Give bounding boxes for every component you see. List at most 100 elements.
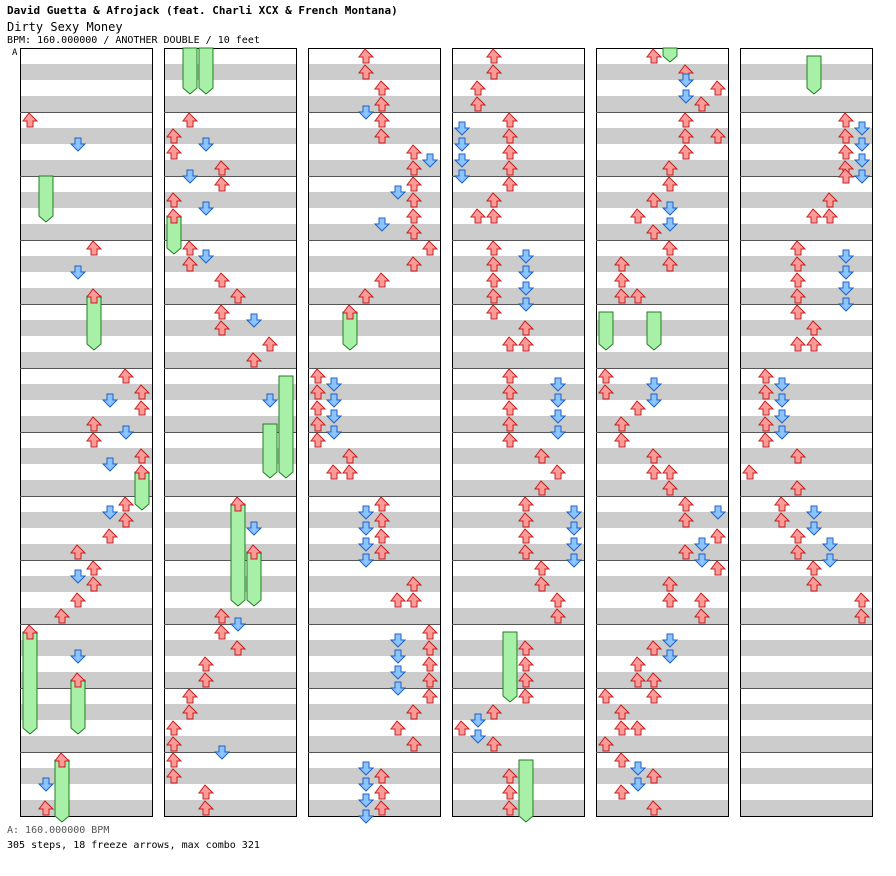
step-arrow-red [454,720,470,736]
freeze-arrow [662,47,678,63]
step-arrow-red [678,496,694,512]
step-arrow-red [198,784,214,800]
step-arrow-red [486,272,502,288]
step-arrow-red [486,304,502,320]
step-arrow-red [502,336,518,352]
freeze-arrow [38,175,54,223]
step-arrow-red [646,464,662,480]
freeze-arrow [598,311,614,351]
step-arrow-red [598,368,614,384]
step-arrow-red [502,784,518,800]
step-arrow-red [662,464,678,480]
step-arrow-red [214,304,230,320]
step-arrow-red [422,624,438,640]
freeze-arrow [518,759,534,823]
step-arrow-red [310,432,326,448]
step-arrow-red [742,464,758,480]
step-arrow-red [166,752,182,768]
freeze-arrow [86,295,102,351]
freeze-arrow [22,631,38,735]
step-arrow-red [22,112,38,128]
step-arrow-red [518,656,534,672]
step-arrow-red [630,656,646,672]
step-arrow-red [374,272,390,288]
step-arrow-red [406,208,422,224]
step-arrow-red [502,432,518,448]
step-arrow-red [182,688,198,704]
step-arrow-red [838,144,854,160]
step-arrow-red [518,528,534,544]
step-arrow-red [470,80,486,96]
step-arrow-red [102,528,118,544]
footer-bpm: A: 160.000000 BPM [7,825,110,836]
step-arrow-red [662,176,678,192]
step-arrow-red [550,464,566,480]
step-arrow-red [598,688,614,704]
step-arrow-red [614,720,630,736]
step-arrow-red [166,144,182,160]
step-arrow-red [806,208,822,224]
step-arrow-red [502,400,518,416]
step-arrow-red [406,176,422,192]
chart-meta: BPM: 160.000000 / ANOTHER DOUBLE / 10 fe… [7,35,260,46]
step-arrow-red [422,656,438,672]
step-arrow-red [214,176,230,192]
step-arrow-red [646,688,662,704]
freeze-arrow [54,759,70,823]
step-arrow-red [838,112,854,128]
step-arrow-red [694,592,710,608]
step-arrow-red [86,432,102,448]
chart-column-2 [164,48,297,817]
step-arrow-red [758,400,774,416]
step-arrow-red [806,560,822,576]
step-arrow-red [486,240,502,256]
step-arrow-red [310,400,326,416]
step-arrow-red [534,560,550,576]
step-arrow-red [374,784,390,800]
step-arrow-red [182,240,198,256]
freeze-arrow [70,679,86,735]
step-arrow-red [678,144,694,160]
step-arrow-red [310,368,326,384]
step-arrow-red [406,144,422,160]
step-arrow-red [630,720,646,736]
step-arrow-red [470,208,486,224]
step-arrow-red [422,240,438,256]
step-arrow-red [406,592,422,608]
step-arrow-red [214,624,230,640]
step-arrow-red [86,560,102,576]
step-arrow-red [486,208,502,224]
step-arrow-red [502,144,518,160]
freeze-arrow [278,375,294,479]
step-arrow-red [662,240,678,256]
freeze-arrow [806,55,822,95]
step-arrow-red [518,688,534,704]
step-arrow-red [166,720,182,736]
step-arrow-red [790,336,806,352]
step-arrow-red [806,336,822,352]
freeze-arrow [182,47,198,95]
chart-column-3 [308,48,441,817]
step-arrow-red [614,784,630,800]
step-arrow-red [374,496,390,512]
step-arrow-red [390,720,406,736]
step-arrow-red [630,400,646,416]
song-title: Dirty Sexy Money [7,20,123,34]
freeze-arrow [230,503,246,607]
freeze-arrow [198,47,214,95]
step-arrow-red [614,272,630,288]
step-arrow-red [486,48,502,64]
step-arrow-red [326,464,342,480]
step-arrow-red [134,400,150,416]
step-arrow-red [790,528,806,544]
step-arrow-red [614,432,630,448]
step-arrow-red [502,176,518,192]
song-artist-title: David Guetta & Afrojack (feat. Charli XC… [7,4,398,17]
step-arrow-red [710,560,726,576]
step-arrow-red [790,304,806,320]
step-arrow-red [358,48,374,64]
step-arrow-red [710,80,726,96]
step-arrow-red [518,336,534,352]
step-arrow-red [550,592,566,608]
